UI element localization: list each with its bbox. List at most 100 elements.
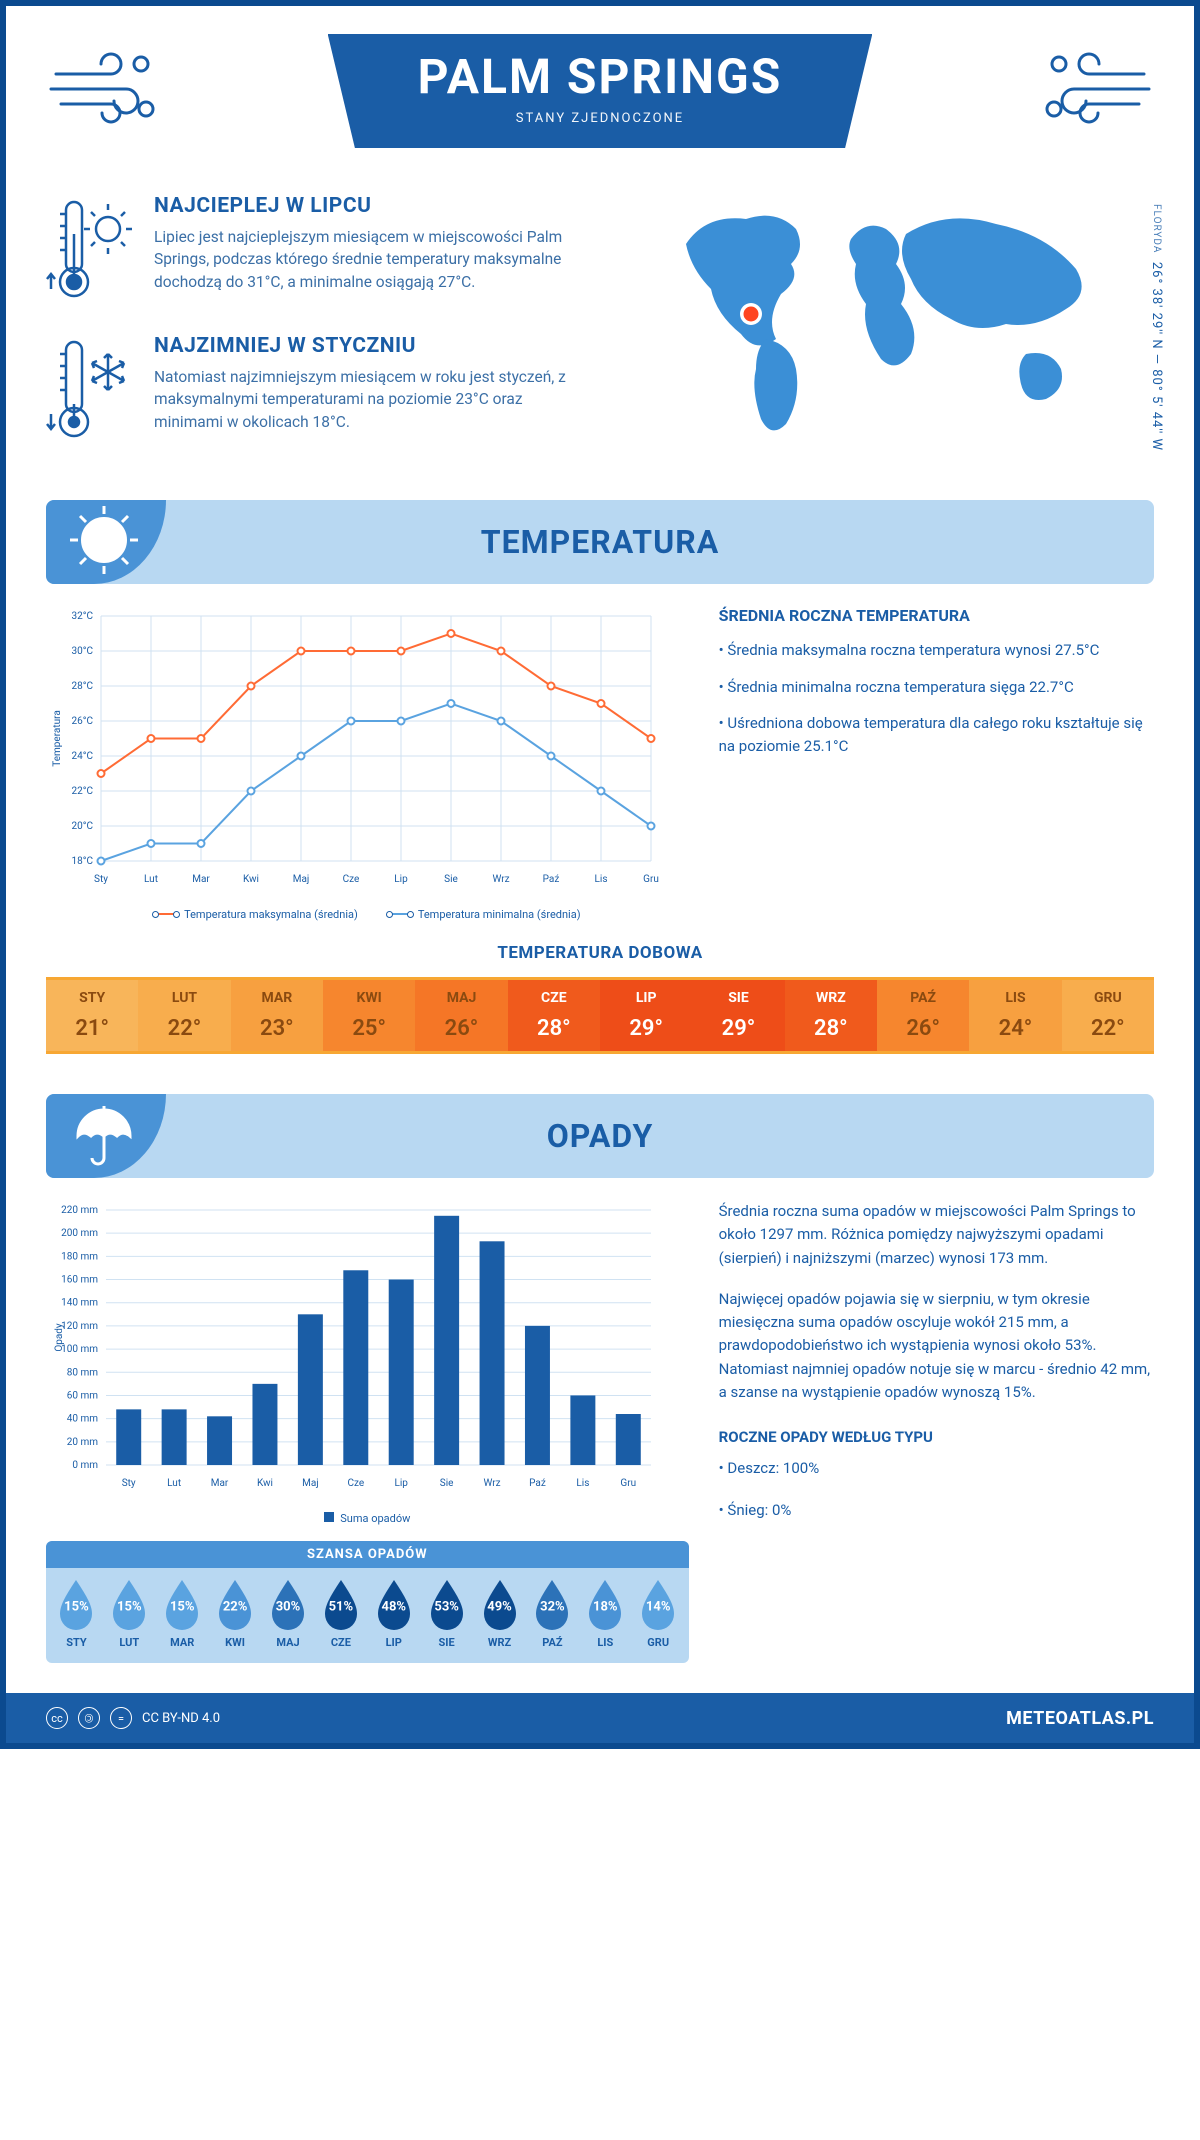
svg-text:Sty: Sty	[122, 1478, 136, 1489]
svg-text:30°C: 30°C	[72, 646, 94, 657]
daily-cell: LUT22°	[138, 980, 230, 1051]
license-label: CC BY-ND 4.0	[142, 1711, 220, 1726]
svg-text:Sie: Sie	[440, 1478, 454, 1489]
wind-icon-right	[1034, 44, 1154, 138]
chance-cell: 30%MAJ	[264, 1578, 313, 1649]
nd-icon: =	[110, 1707, 132, 1729]
daily-cell: KWI25°	[323, 980, 415, 1051]
title-banner: PALM SPRINGS STANY ZJEDNOCZONE	[328, 34, 873, 148]
thermometer-sun-icon	[46, 194, 136, 308]
svg-text:120 mm: 120 mm	[61, 1321, 98, 1332]
svg-text:Lis: Lis	[595, 874, 608, 885]
coldest-block: NAJZIMNIEJ W STYCZNIU Natomiast najzimni…	[46, 334, 578, 448]
warmest-block: NAJCIEPLEJ W LIPCU Lipiec jest najcieple…	[46, 194, 578, 308]
footer: cc 🄯 = CC BY-ND 4.0 METEOATLAS.PL	[6, 1693, 1194, 1743]
precip-para-2: Najwięcej opadów pojawia się w sierpniu,…	[719, 1288, 1154, 1404]
chance-cell: 53%SIE	[422, 1578, 471, 1649]
wind-icon-left	[46, 44, 166, 138]
svg-text:Temperatura: Temperatura	[52, 710, 63, 767]
svg-text:Kwi: Kwi	[257, 1478, 273, 1489]
chance-cell: 48%LIP	[369, 1578, 418, 1649]
chance-cell: 51%CZE	[316, 1578, 365, 1649]
svg-text:18°C: 18°C	[72, 856, 94, 867]
temp-chart-legend: Temperatura maksymalna (średnia) Tempera…	[46, 908, 689, 921]
cc-icon: cc	[46, 1707, 68, 1729]
header: PALM SPRINGS STANY ZJEDNOCZONE	[46, 34, 1154, 164]
daily-temp-title: TEMPERATURA DOBOWA	[46, 943, 1154, 963]
section-title-temp: TEMPERATURA	[481, 523, 719, 561]
svg-text:Maj: Maj	[302, 1478, 319, 1489]
section-header-temp: TEMPERATURA	[46, 500, 1154, 584]
chance-cell: 32%PAŹ	[528, 1578, 577, 1649]
precip-type-2: • Śnieg: 0%	[719, 1499, 1154, 1522]
temp-bullet-2: • Średnia minimalna roczna temperatura s…	[719, 676, 1154, 699]
daily-cell: WRZ28°	[785, 980, 877, 1051]
page-title: PALM SPRINGS	[418, 48, 783, 105]
svg-text:140 mm: 140 mm	[61, 1298, 98, 1309]
svg-text:220 mm: 220 mm	[61, 1205, 98, 1216]
chance-cell: 15%MAR	[158, 1578, 207, 1649]
coldest-title: NAJZIMNIEJ W STYCZNIU	[154, 334, 578, 358]
svg-text:Lip: Lip	[394, 1478, 408, 1489]
precipitation-bar-chart: 0 mm20 mm40 mm60 mm80 mm100 mm120 mm140 …	[46, 1200, 689, 1525]
svg-text:Lut: Lut	[144, 874, 158, 885]
sun-icon	[66, 502, 142, 582]
temp-bullet-1: • Średnia maksymalna roczna temperatura …	[719, 639, 1154, 662]
svg-text:Maj: Maj	[293, 874, 310, 885]
svg-text:160 mm: 160 mm	[61, 1275, 98, 1286]
temperature-line-chart: 18°C20°C22°C24°C26°C28°C30°C32°CStyLutMa…	[46, 606, 689, 921]
coordinates: FLORYDA 26° 38' 29'' N — 80° 5' 44'' W	[1149, 204, 1164, 451]
lat-label: 26° 38' 29'' N	[1149, 262, 1164, 350]
chance-cell: 22%KWI	[211, 1578, 260, 1649]
svg-text:20 mm: 20 mm	[67, 1437, 98, 1448]
chance-cell: 18%LIS	[581, 1578, 630, 1649]
svg-text:24°C: 24°C	[72, 751, 94, 762]
svg-text:Mar: Mar	[192, 874, 210, 885]
chance-cell: 14%GRU	[634, 1578, 683, 1649]
daily-cell: LIP29°	[600, 980, 692, 1051]
svg-text:Lis: Lis	[576, 1478, 589, 1489]
chance-title: SZANSA OPADÓW	[46, 1541, 689, 1568]
legend-max-label: Temperatura maksymalna (średnia)	[184, 908, 358, 921]
daily-cell: MAJ26°	[415, 980, 507, 1051]
warmest-title: NAJCIEPLEJ W LIPCU	[154, 194, 578, 218]
legend-min-label: Temperatura minimalna (średnia)	[418, 908, 581, 921]
svg-text:28°C: 28°C	[72, 681, 94, 692]
site-name: METEOATLAS.PL	[1006, 1708, 1154, 1729]
svg-text:Cze: Cze	[347, 1478, 364, 1489]
chance-cell: 49%WRZ	[475, 1578, 524, 1649]
region-label: FLORYDA	[1151, 204, 1162, 253]
svg-text:Sty: Sty	[94, 874, 108, 885]
svg-text:Mar: Mar	[211, 1478, 229, 1489]
daily-cell: STY21°	[46, 980, 138, 1051]
svg-text:Paź: Paź	[543, 874, 560, 885]
svg-text:Paź: Paź	[529, 1478, 546, 1489]
temperature-summary: ŚREDNIA ROCZNA TEMPERATURA • Średnia mak…	[719, 606, 1154, 921]
svg-text:Lip: Lip	[394, 874, 408, 885]
svg-text:Gru: Gru	[620, 1478, 636, 1489]
svg-text:180 mm: 180 mm	[61, 1251, 98, 1262]
svg-text:0 mm: 0 mm	[72, 1460, 98, 1471]
svg-text:Sie: Sie	[444, 874, 458, 885]
svg-text:Cze: Cze	[343, 874, 360, 885]
coldest-text: Natomiast najzimniejszym miesiącem w rok…	[154, 366, 578, 433]
precip-chance-panel: SZANSA OPADÓW 15%STY15%LUT15%MAR22%KWI30…	[46, 1541, 689, 1663]
svg-text:Lut: Lut	[167, 1478, 181, 1489]
umbrella-icon	[66, 1096, 142, 1176]
svg-text:Wrz: Wrz	[492, 874, 509, 885]
precip-legend-label: Suma opadów	[340, 1512, 410, 1525]
section-title-precip: OPADY	[547, 1117, 654, 1155]
svg-text:60 mm: 60 mm	[67, 1390, 98, 1401]
precip-para-1: Średnia roczna suma opadów w miejscowośc…	[719, 1200, 1154, 1270]
svg-text:200 mm: 200 mm	[61, 1228, 98, 1239]
precip-type-heading: ROCZNE OPADY WEDŁUG TYPU	[719, 1426, 1154, 1449]
world-map	[618, 194, 1154, 448]
temp-summary-heading: ŚREDNIA ROCZNA TEMPERATURA	[719, 606, 1154, 625]
by-icon: 🄯	[78, 1707, 100, 1729]
svg-text:40 mm: 40 mm	[67, 1414, 98, 1425]
svg-text:Kwi: Kwi	[243, 874, 259, 885]
daily-cell: LIS24°	[969, 980, 1061, 1051]
precip-chart-legend: Suma opadów	[46, 1512, 689, 1525]
page-subtitle: STANY ZJEDNOCZONE	[418, 111, 783, 126]
daily-cell: CZE28°	[508, 980, 600, 1051]
